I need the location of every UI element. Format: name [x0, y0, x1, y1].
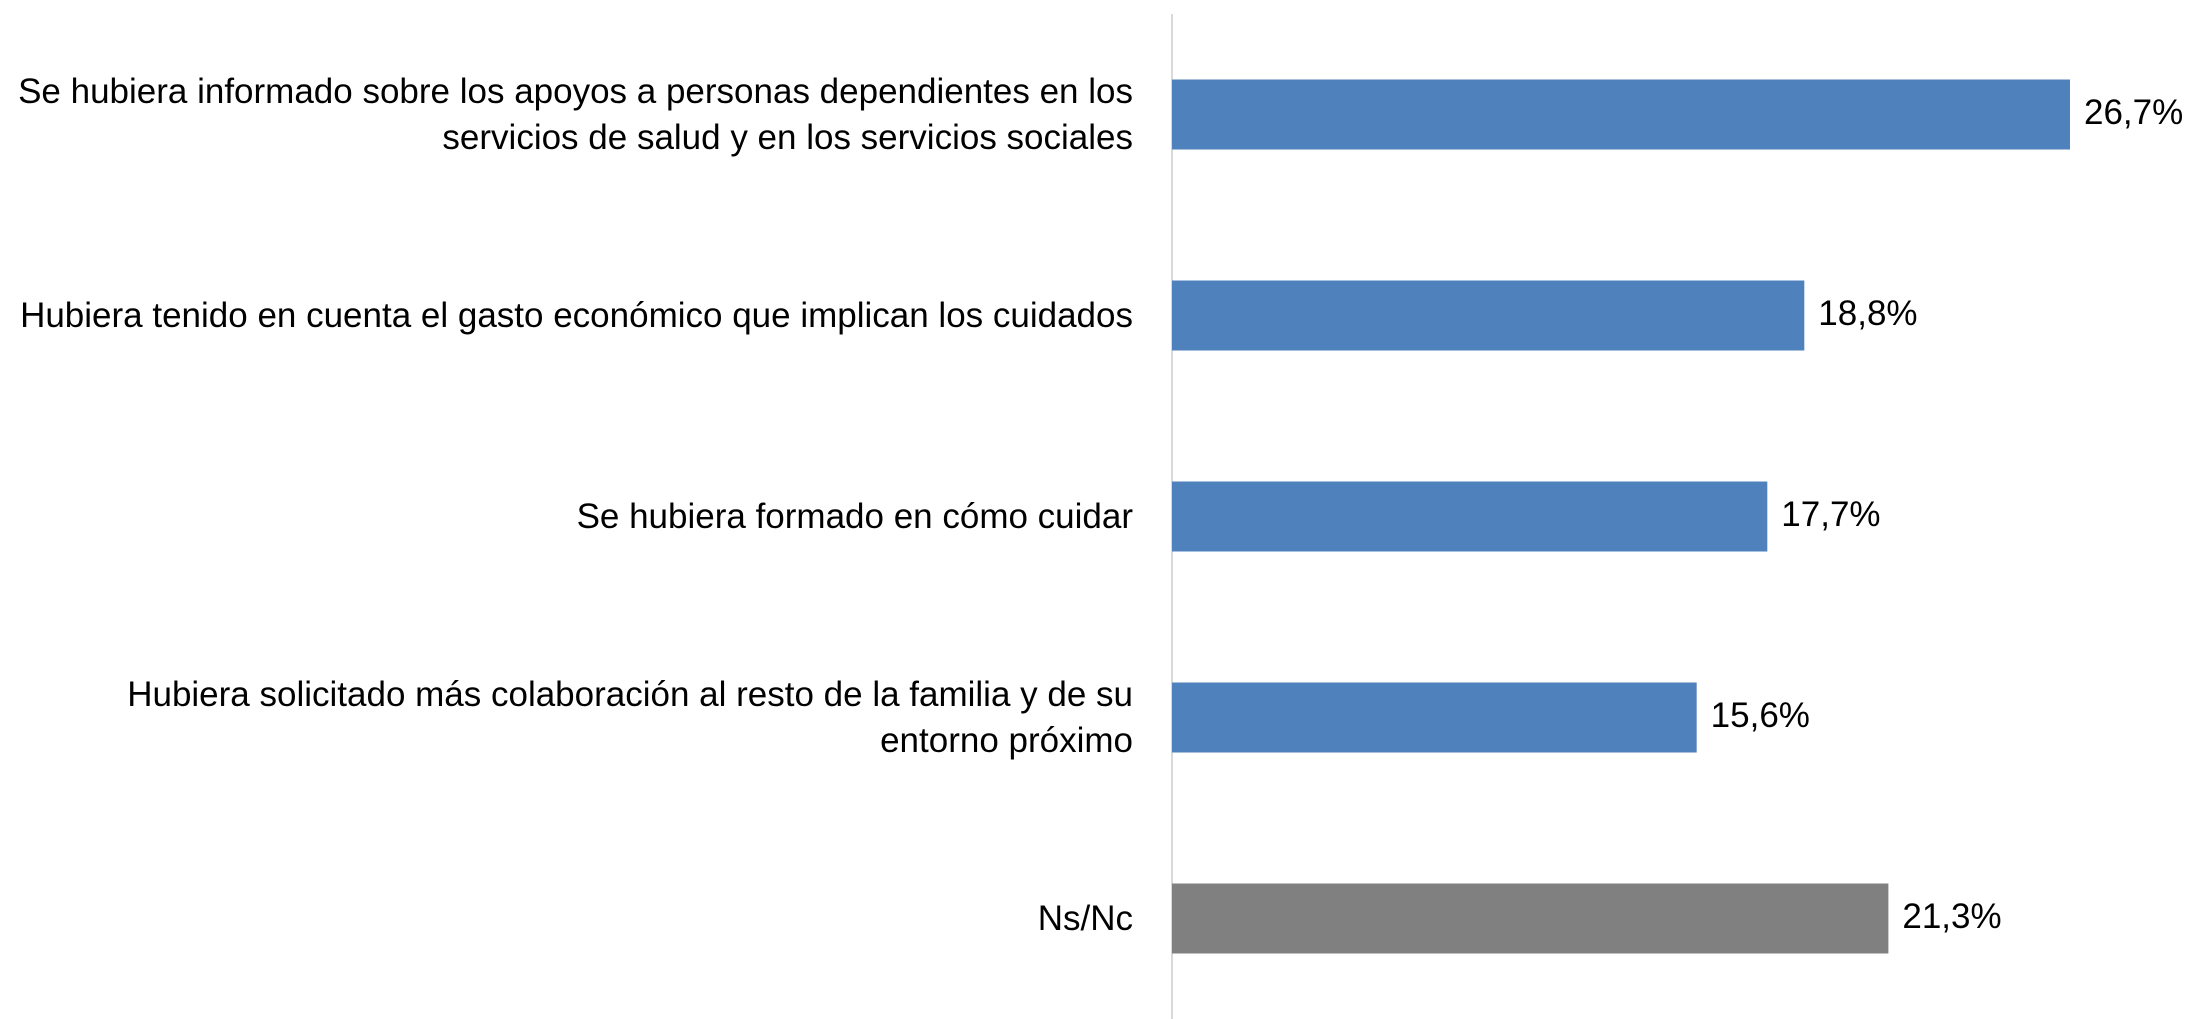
bar: [1172, 883, 1889, 954]
value-label: 26,7%: [2084, 93, 2183, 132]
category-label: Ns/Nc: [1037, 898, 1133, 938]
value-label: 21,3%: [1902, 897, 2001, 936]
category-label: Hubiera solicitado más colaboración al r…: [127, 674, 1133, 760]
category-label: Hubiera tenido en cuenta el gasto económ…: [20, 295, 1133, 335]
category-label: Se hubiera formado en cómo cuidar: [576, 496, 1133, 536]
bar: [1172, 682, 1697, 753]
value-label: 17,7%: [1781, 495, 1880, 534]
value-label: 18,8%: [1818, 294, 1917, 333]
bar: [1172, 280, 1805, 351]
bar: [1172, 481, 1768, 552]
value-label: 15,6%: [1711, 696, 1810, 735]
bar: [1172, 79, 2071, 150]
category-label: Se hubiera informado sobre los apoyos a …: [18, 71, 1133, 157]
